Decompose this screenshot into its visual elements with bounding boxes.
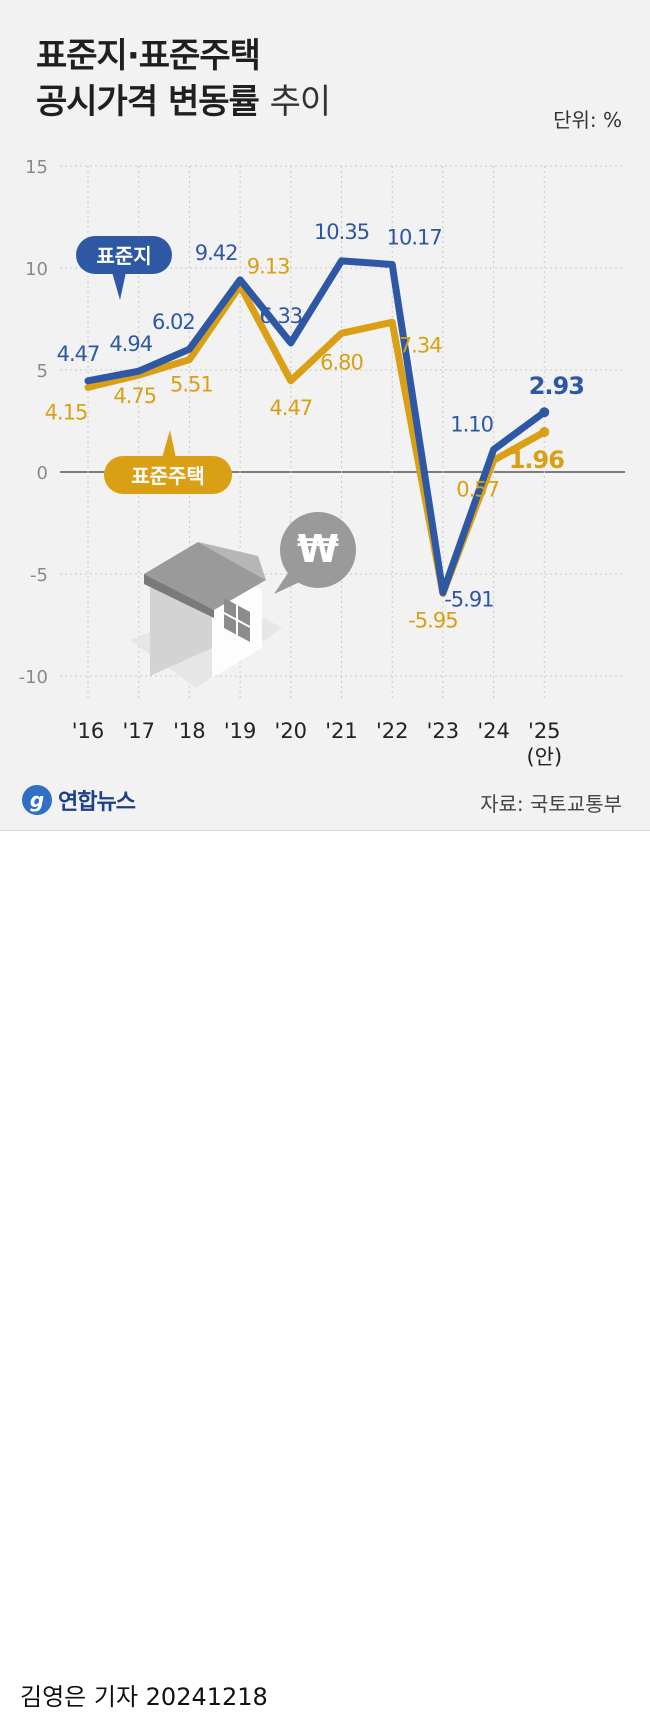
x-tick-label: '20: [275, 719, 308, 743]
won-bubble-icon: [280, 512, 356, 588]
data-label-land: 10.17: [387, 226, 442, 250]
title-line-2: 공시가격 변동률 추이: [36, 74, 332, 123]
data-label-land: 6.33: [259, 304, 302, 328]
data-label-house: 4.47: [269, 396, 312, 420]
x-tick-label: '21: [325, 719, 358, 743]
series-lines: [84, 257, 550, 597]
x-axis-ticks: '16 '17 '18 '19 '20 '21 '22 '23 '24 '25(안): [72, 719, 562, 769]
data-label-house: 7.34: [399, 333, 442, 357]
data-label-house: -5.95: [408, 608, 457, 632]
source-text: 자료: 국토교통부: [480, 792, 622, 816]
footer: 김영은 기자 20241218: [0, 830, 650, 1711]
y-tick-label: 10: [25, 259, 48, 280]
x-tick-label: '18: [173, 719, 206, 743]
x-tick-label: '23: [427, 719, 460, 743]
data-label-land: 2.93: [529, 372, 584, 400]
data-label-land: 1.10: [450, 413, 493, 437]
y-tick-label: 0: [37, 463, 48, 484]
data-label-land: 10.35: [314, 220, 369, 244]
data-label-land: 6.02: [152, 310, 195, 334]
unit-label: 단위: %: [553, 108, 622, 132]
byline: 김영은 기자 20241218: [20, 1683, 268, 1711]
series-end-point: [539, 407, 550, 418]
title-light: 추이: [269, 82, 332, 122]
x-tick-label: (안): [526, 745, 562, 769]
data-label-land: 4.47: [57, 342, 100, 366]
data-label-land: -5.91: [444, 588, 493, 612]
data-label-house: 0.57: [456, 477, 499, 501]
data-label-house: 1.96: [509, 446, 565, 474]
y-axis-ticks: 15 10 5 0 -5 -10: [19, 157, 48, 688]
house-illustration: ₩: [130, 512, 356, 688]
legend-land-label: 표준지: [96, 244, 151, 268]
data-label-land: 9.42: [195, 241, 238, 265]
data-label-house: 6.80: [320, 350, 363, 374]
agency-name: 연합뉴스: [58, 790, 136, 815]
data-label-house: 5.51: [170, 373, 213, 397]
x-tick-label: '24: [477, 719, 510, 743]
data-label-land: 4.94: [109, 332, 152, 356]
data-labels: 4.47 4.946.02 9.42 6.33 10.35 10.17 -5.91 1.10 2…: [45, 220, 585, 633]
yonhap-logo-icon: g: [22, 785, 52, 815]
x-tick-label: '17: [122, 719, 155, 743]
infographic-card: 표준지·표준주택 공시가격 변동률 추이 단위: % 15 10 5 0 -5 -10: [0, 0, 650, 830]
y-tick-label: 15: [25, 157, 48, 178]
series-line-land: [84, 257, 548, 597]
data-label-house: 9.13: [247, 255, 290, 279]
y-tick-label: -10: [19, 667, 48, 688]
title-line-1: 표준지·표준주택: [36, 36, 261, 76]
agency-logo: g 연합뉴스: [22, 780, 136, 820]
x-tick-label: '19: [224, 719, 257, 743]
x-tick-label: '22: [376, 719, 409, 743]
legend-house-badge: [104, 456, 232, 494]
data-label-house: 4.75: [113, 384, 156, 408]
y-tick-label: -5: [30, 565, 48, 586]
series-end-point: [539, 427, 550, 438]
legend-land-badge: [76, 236, 172, 274]
x-tick-label: '25: [528, 719, 561, 743]
y-tick-label: 5: [37, 361, 48, 382]
line-chart: 15 10 5 0 -5 -10 ₩ 표준지: [19, 157, 625, 769]
x-tick-label: '16: [72, 719, 105, 743]
svg-text:₩: ₩: [297, 527, 339, 571]
legend-house-label: 표준주택: [131, 464, 205, 488]
data-label-house: 4.15: [45, 400, 88, 424]
title-bold: 공시가격 변동률: [36, 82, 260, 122]
